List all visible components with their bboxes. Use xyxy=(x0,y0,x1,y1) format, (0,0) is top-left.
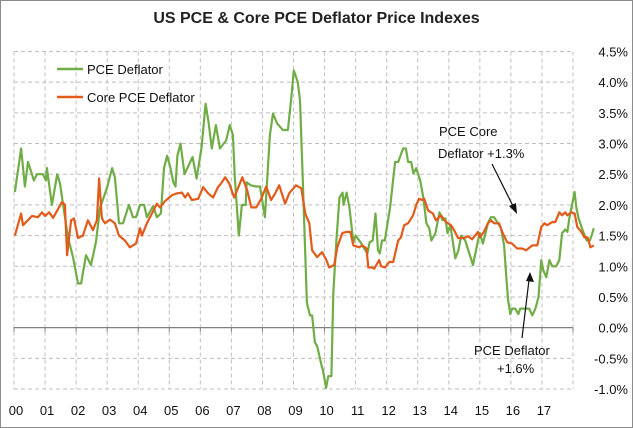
series-lines xyxy=(13,69,595,389)
annotation-core-line1: PCE Core xyxy=(439,124,498,139)
x-tick-label: 04 xyxy=(133,403,147,418)
x-tick-label: 00 xyxy=(9,403,23,418)
x-tick-label: 07 xyxy=(226,403,240,418)
y-tick-label: 3.0% xyxy=(598,137,628,152)
y-tick-label: 1.0% xyxy=(598,259,628,274)
x-tick-label: 13 xyxy=(412,403,426,418)
y-tick-label: 0.5% xyxy=(598,290,628,305)
x-tick-label: 01 xyxy=(40,403,54,418)
annotation-core-arrow xyxy=(491,163,514,207)
y-tick-label: 4.5% xyxy=(598,45,628,60)
y-tick-label: 2.5% xyxy=(598,167,628,182)
x-tick-label: 15 xyxy=(475,403,489,418)
legend-label-core-pce: Core PCE Deflator xyxy=(87,90,195,105)
annotation-core-line2: Deflator +1.3% xyxy=(438,146,525,161)
zero-axis-line xyxy=(13,327,574,332)
x-tick-label: 12 xyxy=(381,403,395,418)
series-line-core-pce xyxy=(13,176,595,270)
series-line-pce xyxy=(13,69,595,389)
x-tick-label: 09 xyxy=(288,403,302,418)
x-tick-label: 17 xyxy=(537,403,551,418)
annotation-pce-line1: PCE Deflator xyxy=(474,343,551,358)
annotation-core: PCE Core Deflator +1.3% xyxy=(438,124,525,214)
annotation-core-arrowhead xyxy=(509,203,517,214)
y-tick-label: 2.0% xyxy=(598,198,628,213)
y-tick-label: -0.5% xyxy=(594,351,628,366)
x-tick-label: 02 xyxy=(71,403,85,418)
x-tick-label: 03 xyxy=(102,403,116,418)
y-tick-label: 1.5% xyxy=(598,229,628,244)
legend: PCE Deflator Core PCE Deflator xyxy=(57,62,195,105)
x-tick-label: 05 xyxy=(164,403,178,418)
y-tick-label: 4.0% xyxy=(598,75,628,90)
x-tick-label: 06 xyxy=(195,403,209,418)
x-tick-label: 14 xyxy=(444,403,458,418)
y-axis-ticks: 4.5% 4.0% 3.5% 3.0% 2.5% 2.0% 1.5% 1.0% 0.5% 0.0%… xyxy=(594,45,628,398)
x-tick-label: 16 xyxy=(506,403,520,418)
x-tick-label: 11 xyxy=(351,403,365,418)
annotation-pce: PCE Deflator +1.6% xyxy=(474,272,551,376)
y-tick-label: -1.0% xyxy=(594,382,628,397)
annotation-pce-arrow xyxy=(521,279,530,339)
y-tick-label: 3.5% xyxy=(598,106,628,121)
gridlines xyxy=(13,51,574,390)
y-tick-label: 0.0% xyxy=(598,321,628,336)
annotation-pce-line2: +1.6% xyxy=(497,361,535,376)
legend-label-pce: PCE Deflator xyxy=(87,62,164,77)
chart-title: US PCE & Core PCE Deflator Price Indexes xyxy=(153,10,480,27)
annotation-pce-arrowhead xyxy=(526,272,534,282)
x-tick-label: 10 xyxy=(319,403,333,418)
x-tick-label: 08 xyxy=(257,403,271,418)
x-axis-ticks: 00 01 02 03 04 05 06 07 08 09 10 11 12 13 14 15 16 17 xyxy=(9,403,551,418)
